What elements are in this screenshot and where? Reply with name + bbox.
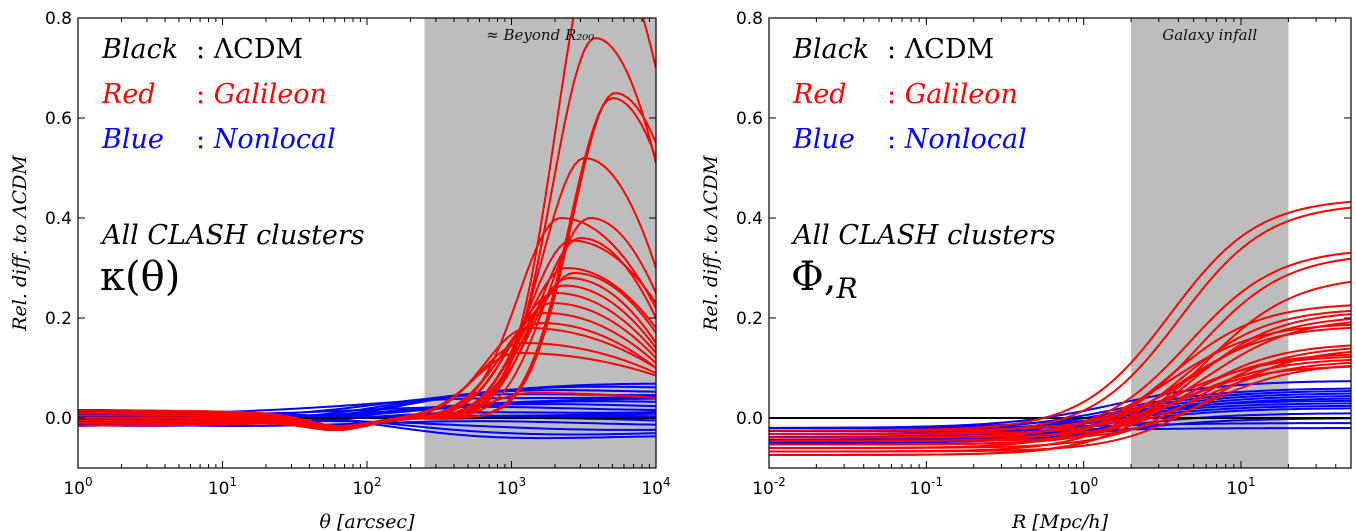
legend-entry: : Nonlocal: [887, 124, 1027, 155]
plot-area: [78, 18, 656, 468]
band-label: ≈ Beyond R₂₀₀: [486, 26, 594, 44]
x-tick-label: 10-2: [752, 475, 786, 499]
legend-word: Black: [101, 34, 178, 65]
y-tick-label: 0.0: [736, 409, 763, 429]
legend: Black : ΛCDM Red : Galileon Blue : Nonlocal: [792, 34, 1027, 155]
x-tick-label: 101: [208, 475, 237, 499]
y-tick-label: 0.6: [736, 109, 763, 129]
y-tick-label: 0.4: [736, 209, 763, 229]
x-tick-label: 102: [352, 475, 381, 499]
legend-entry: : Galileon: [196, 79, 327, 110]
y-axis-label: Rel. diff. to ΛCDM: [9, 155, 31, 332]
y-tick-label: 0.0: [45, 409, 72, 429]
red-series-line: [78, 391, 656, 428]
y-axis-label: Rel. diff. to ΛCDM: [700, 155, 722, 332]
red-series-line: [769, 365, 1351, 446]
panel-right: 0.0 0.2 0.4 0.6 0.8 10-2 10-1 100 101 R [Mpc/h] Re…: [700, 9, 1352, 531]
legend-word: Red: [792, 79, 847, 110]
legend-entry: : ΛCDM: [887, 34, 994, 65]
y-tick-label: 0.2: [45, 309, 72, 329]
legend-word: Blue: [101, 124, 164, 155]
red-series-line: [769, 361, 1351, 439]
annotation-text: All CLASH clusters: [99, 220, 365, 251]
y-tick-label: 0.4: [45, 209, 72, 229]
legend-entry: : Galileon: [887, 79, 1018, 110]
plot-area: [769, 18, 1351, 468]
x-axis-label: θ [arcsec]: [320, 511, 416, 531]
y-tick-label: 0.8: [736, 9, 763, 29]
band-label: Galaxy infall: [1162, 26, 1257, 44]
panel-left: 0.0 0.2 0.4 0.6 0.8 100 101 102 103 104 θ [arcsec]…: [9, 9, 671, 531]
blue-series-line: [78, 416, 656, 436]
plot-frame: [768, 17, 1352, 469]
red-series-line: [769, 356, 1351, 432]
x-tick-label: 104: [641, 475, 670, 499]
red-series-line: [769, 358, 1351, 435]
x-tick-label: 101: [1226, 475, 1255, 499]
y-tick-label: 0.6: [45, 109, 72, 129]
y-tick-label: 0.8: [45, 9, 72, 29]
legend: Black : ΛCDM Red : Galileon Blue : Nonlocal: [101, 34, 336, 155]
x-tick-label: 10-1: [910, 475, 944, 499]
legend-word: Red: [101, 79, 156, 110]
annotation-symbol: κ(θ): [100, 254, 180, 300]
x-axis-label: R [Mpc/h]: [1011, 511, 1109, 531]
legend-word: Black: [792, 34, 869, 65]
annotation-text: All CLASH clusters: [790, 220, 1056, 251]
y-tick-label: 0.2: [736, 309, 763, 329]
x-tick-label: 100: [1069, 475, 1098, 499]
annotation-symbol: Φ,R: [791, 254, 858, 305]
x-tick-label: 100: [63, 475, 92, 499]
legend-word: Blue: [792, 124, 855, 155]
legend-entry: : Nonlocal: [196, 124, 336, 155]
legend-entry: : ΛCDM: [196, 34, 303, 65]
x-tick-label: 103: [497, 475, 526, 499]
